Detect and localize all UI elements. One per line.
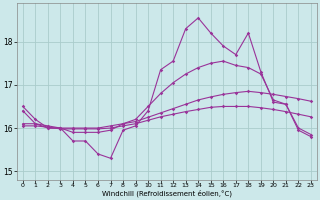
X-axis label: Windchill (Refroidissement éolien,°C): Windchill (Refroidissement éolien,°C): [102, 190, 232, 197]
